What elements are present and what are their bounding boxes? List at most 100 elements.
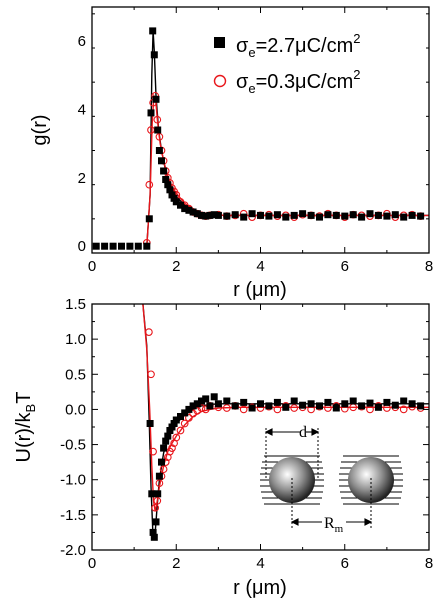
u-point-circle: [153, 496, 162, 505]
u-panel: 0 2 4 6 8 1.5 1.0 0.5 0.0 -0.5 -1.0 -1.5 -2.0 r (μm)…: [13, 296, 433, 599]
u-point-square: [193, 400, 201, 408]
u-point-circle: [180, 419, 189, 428]
u-y-tick-label: -0.5: [60, 437, 86, 454]
u-point-square: [214, 400, 222, 408]
legend-2-sub: e: [248, 81, 255, 96]
gr-point-square: [198, 211, 205, 219]
gr-point-square: [231, 211, 239, 219]
u-point-circle: [222, 404, 231, 412]
u-point-square: [400, 397, 408, 405]
gr-point-circle: [145, 180, 154, 189]
u-point-square: [155, 472, 163, 480]
rm-label-sub: m: [335, 523, 344, 535]
gr-point-square: [210, 211, 218, 219]
u-point-square: [358, 402, 366, 410]
legend-1-sup: 2: [353, 31, 360, 46]
gr-point-square: [145, 215, 153, 223]
gr-point-square: [366, 210, 374, 218]
u-point-square: [265, 402, 273, 410]
gr-point-square: [118, 242, 125, 250]
gr-point-square: [248, 210, 256, 218]
u-point-square: [210, 393, 218, 401]
legend-entry-2: σe=0.3μC/cm2: [236, 67, 360, 96]
u-point-square: [248, 404, 256, 412]
u-y-axis-label: U(r)/kBT: [13, 392, 38, 463]
u-plot-frame: [91, 303, 430, 551]
u-point-circle: [151, 503, 160, 512]
u-point-square: [231, 402, 239, 410]
u-point-square: [158, 458, 165, 466]
u-point-square: [391, 401, 399, 409]
gr-y-tick-label: 6: [78, 33, 86, 50]
gr-point-square: [155, 147, 163, 154]
u-point-square: [374, 403, 382, 411]
u-point-square: [332, 404, 340, 412]
gr-point-square: [408, 211, 416, 219]
u-point-square: [172, 416, 180, 424]
u-point-square: [189, 402, 197, 410]
u-y-label-sub: B: [23, 404, 38, 413]
u-point-circle: [290, 404, 299, 412]
u-point-square: [185, 405, 193, 413]
gr-x-tick-label: 4: [256, 258, 264, 275]
legend-1-sub: e: [248, 45, 255, 60]
gr-point-square: [374, 211, 382, 219]
u-point-square: [149, 528, 157, 536]
u-point-circle: [185, 414, 193, 422]
u-point-square: [408, 400, 416, 408]
gr-point-square: [240, 213, 248, 221]
u-y-tick-label: 1.5: [65, 296, 86, 313]
gr-y-tick-label: 2: [78, 170, 86, 187]
u-point-square: [160, 444, 168, 452]
u-y-tick-label: 0.5: [65, 366, 86, 383]
gr-point-square: [324, 211, 332, 219]
u-point-circle: [155, 479, 164, 488]
dimension-lines: [265, 428, 372, 530]
gr-point-square: [150, 51, 158, 59]
legend-1-text: =2.7μC/cm: [256, 35, 354, 57]
u-point-circle: [159, 465, 168, 474]
gr-point-square: [152, 95, 160, 103]
u-point-circle: [239, 405, 248, 414]
u-x-tick-label: 0: [88, 555, 96, 572]
gr-axis-ticks: [91, 7, 430, 254]
gr-point-square: [214, 211, 222, 219]
u-x-tick-label: 6: [341, 555, 349, 572]
gr-point-square: [206, 211, 214, 219]
rm-label: Rm: [324, 515, 344, 535]
legend-entry-1: σe=2.7μC/cm2: [236, 31, 360, 60]
gr-y-axis-label: g(r): [29, 114, 51, 145]
u-point-square: [307, 400, 315, 408]
gr-point-square: [181, 205, 189, 213]
gr-point-square: [185, 206, 193, 214]
gr-legend: σe=2.7μC/cm2 σe=0.3μC/cm2: [213, 31, 360, 96]
gr-point-square: [307, 211, 315, 219]
u-point-square: [202, 395, 210, 403]
sphere-schematic: d Rm: [260, 424, 403, 535]
u-point-circle: [168, 444, 176, 452]
legend-2-sym: σ: [236, 71, 249, 93]
u-point-square: [316, 402, 323, 410]
legend-2-text: =0.3μC/cm: [256, 71, 354, 93]
gr-point-square: [202, 212, 210, 220]
u-x-axis-label: r (μm): [233, 577, 287, 599]
u-point-square: [206, 402, 214, 410]
gr-point-square: [273, 211, 281, 219]
rm-label-main: R: [324, 515, 335, 532]
gr-x-tick-label: 8: [425, 258, 433, 275]
u-point-circle: [145, 328, 153, 336]
gr-point-square: [290, 211, 298, 219]
gr-x-tick-label: 6: [341, 258, 349, 275]
u-point-circle: [147, 370, 155, 379]
gr-point-square: [349, 211, 357, 219]
gr-point-square: [265, 212, 273, 220]
gr-point-square: [149, 27, 157, 35]
gr-x-tick-label: 2: [172, 258, 180, 275]
legend-marker-filled-square: [214, 37, 225, 48]
u-axis-ticks: [91, 303, 430, 551]
u-point-square: [223, 397, 231, 405]
u-point-square: [177, 413, 184, 420]
gr-x-tick-label: 0: [88, 258, 96, 275]
u-point-square: [341, 400, 349, 408]
